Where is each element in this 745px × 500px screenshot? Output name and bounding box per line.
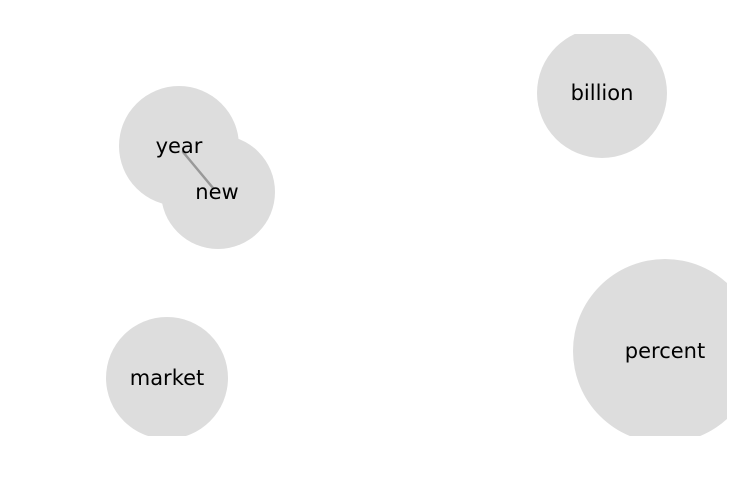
node-label-new: new bbox=[195, 180, 238, 204]
node-new bbox=[161, 135, 275, 249]
node-billion bbox=[537, 34, 667, 158]
node-label-billion: billion bbox=[571, 81, 634, 105]
node-market bbox=[106, 317, 228, 436]
edge-year-new bbox=[181, 150, 215, 190]
node-label-percent: percent bbox=[625, 339, 705, 363]
node-label-year: year bbox=[156, 134, 203, 158]
diagram-plot-area bbox=[106, 34, 727, 436]
node-label-market: market bbox=[130, 366, 205, 390]
node-percent bbox=[573, 259, 727, 436]
